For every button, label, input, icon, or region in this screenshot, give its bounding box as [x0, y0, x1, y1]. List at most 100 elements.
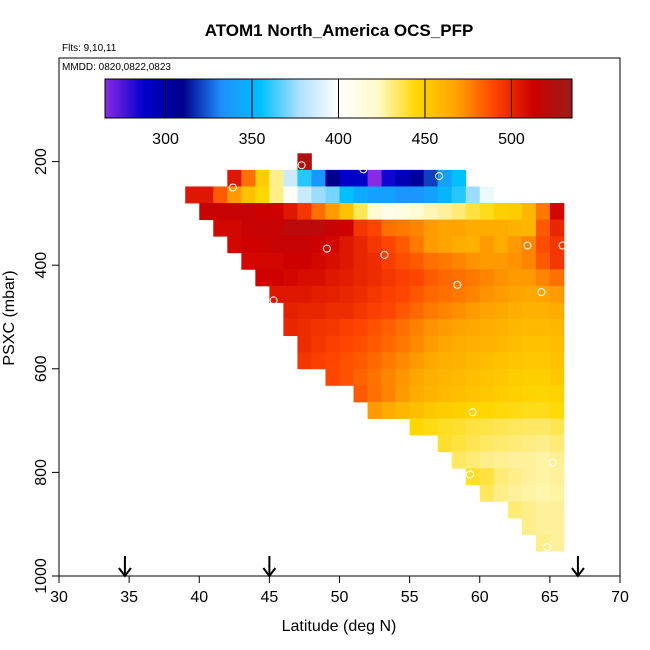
heatmap-cell [311, 169, 326, 187]
heatmap-cell [367, 252, 382, 270]
heatmap-cell [227, 236, 242, 254]
heatmap-cell [381, 285, 396, 303]
sample-marker [179, 211, 188, 220]
heatmap-cell [311, 186, 326, 204]
heatmap-cell [521, 468, 537, 486]
heatmap-cell [423, 319, 439, 337]
heatmap-cell [325, 186, 340, 204]
heatmap-cell [409, 302, 425, 320]
heatmap-cell [339, 285, 354, 303]
heatmap-cell [465, 401, 481, 419]
heatmap-cell [521, 501, 537, 519]
heatmap-cell [339, 302, 354, 320]
heatmap-cell [395, 401, 411, 419]
heatmap-cell [339, 252, 354, 270]
heatmap-cell [521, 418, 537, 436]
x-tick-label: 50 [331, 589, 349, 606]
heatmap-cell [409, 169, 425, 187]
heatmap-cell [437, 236, 453, 254]
heatmap-cell [437, 269, 453, 287]
heatmap-cell [493, 451, 509, 469]
heatmap-cell [255, 269, 270, 287]
heatmap-cell [507, 352, 523, 370]
heatmap-cell [549, 252, 565, 270]
heatmap-cell [395, 186, 411, 204]
heatmap-cell [353, 319, 368, 337]
heatmap-cell [283, 302, 298, 320]
heatmap-cell [255, 219, 270, 237]
heatmap-cell [479, 186, 495, 204]
heatmap-cell [535, 236, 551, 254]
heatmap-cell [479, 435, 495, 453]
heatmap-cell [297, 236, 312, 254]
heatmap-cell [339, 319, 354, 337]
sample-marker [269, 296, 278, 305]
heatmap-cell [465, 252, 481, 270]
heatmap-cell [549, 451, 565, 469]
heatmap-cell [255, 203, 270, 221]
heatmap-cell [549, 219, 565, 237]
heatmap-cell [409, 401, 425, 419]
heatmap-cell [227, 169, 242, 187]
heatmap-cell [395, 302, 411, 320]
y-tick-label: 400 [33, 252, 50, 279]
heatmap-cell [465, 368, 481, 386]
heatmap-cell [395, 335, 411, 353]
y-tick-label: 200 [33, 148, 50, 175]
heatmap-cell [451, 401, 467, 419]
heatmap-cell [199, 186, 214, 204]
heatmap-cell [507, 252, 523, 270]
heatmap-cell [339, 269, 354, 287]
heatmap-cell [339, 186, 354, 204]
heatmap-cell [493, 335, 509, 353]
heatmap-cell [381, 385, 396, 403]
heatmap-cell [255, 236, 270, 254]
heatmap-cell [535, 517, 551, 535]
heatmap-cell [493, 435, 509, 453]
heatmap-cell [325, 319, 340, 337]
heatmap-cell [353, 385, 368, 403]
heatmap-cell [353, 269, 368, 287]
heatmap-cell [535, 418, 551, 436]
heatmap-cell [493, 468, 509, 486]
heatmap-cell [269, 285, 284, 303]
heatmap-cell [311, 335, 326, 353]
heatmap-cell [283, 252, 298, 270]
heatmap-cell [535, 352, 551, 370]
heatmap-cell [535, 368, 551, 386]
heatmap-cell [325, 335, 340, 353]
heatmap-cell [535, 319, 551, 337]
sample-marker [558, 241, 567, 250]
heatmap-cell [353, 302, 368, 320]
heatmap-cell [241, 236, 256, 254]
axes: 30 35 40 45 50 55 60 65 70 200 400 600 800 1000 [33, 148, 629, 606]
heatmap-cell [325, 269, 340, 287]
heatmap-cell [423, 269, 439, 287]
heatmap-cell [437, 401, 453, 419]
heatmap-cell [367, 219, 382, 237]
heatmap-cell [297, 285, 312, 303]
colorbar-tick-label: 300 [152, 131, 179, 148]
y-axis-label: PSXC (mbar) [1, 270, 18, 365]
heatmap-cell [325, 169, 340, 187]
heatmap-cell [353, 203, 368, 221]
heatmap-cell [465, 285, 481, 303]
heatmap-cell [423, 236, 439, 254]
heatmap-cell [465, 385, 481, 403]
sample-marker [341, 410, 350, 419]
heatmap-cell [325, 219, 340, 237]
heatmap-cell [269, 219, 284, 237]
heatmap-cell [381, 236, 396, 254]
heatmap-cell [367, 203, 382, 221]
heatmap-cell [493, 203, 509, 221]
heatmap-cell [297, 153, 312, 171]
colorbar-ticks: 300 350 400 450 500 [152, 79, 525, 148]
heatmap-cell [451, 169, 467, 187]
heatmap-cell [367, 236, 382, 254]
heatmap-cell [423, 302, 439, 320]
heatmap-cell [521, 451, 537, 469]
heatmap-cell [283, 203, 298, 221]
heatmap-cell [521, 203, 537, 221]
heatmap-cell [423, 285, 439, 303]
heatmap-cell [395, 269, 411, 287]
